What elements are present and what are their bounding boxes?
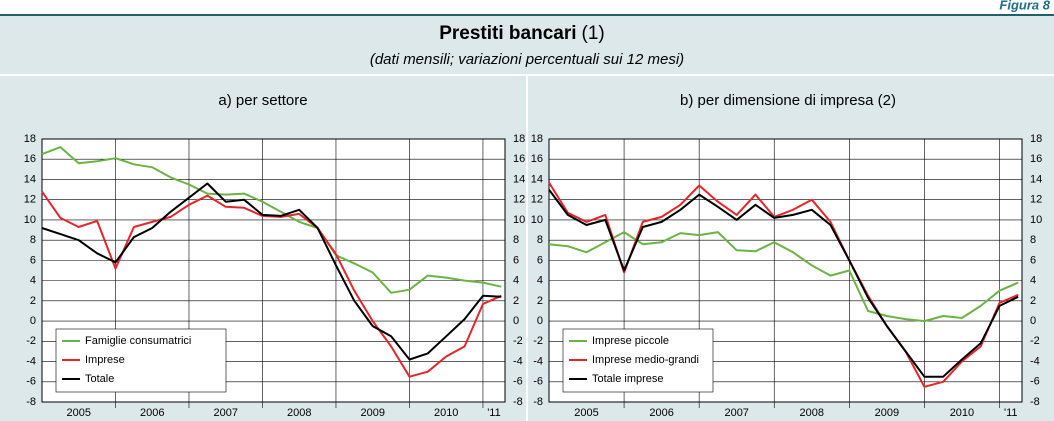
y-tick-label-right: -8 <box>1030 396 1040 408</box>
y-tick-label-right: 16 <box>1030 153 1042 165</box>
y-tick-label: -8 <box>533 396 543 408</box>
y-tick-label-right: 8 <box>1030 234 1036 246</box>
y-tick-label: 12 <box>24 194 36 206</box>
x-tick-label: 2005 <box>67 407 91 419</box>
y-tick-label: 4 <box>30 275 36 287</box>
y-tick-label-right: -4 <box>1030 355 1040 367</box>
legend-box <box>55 328 227 393</box>
y-tick-label: 6 <box>537 254 543 266</box>
x-tick-label: 2008 <box>287 407 311 419</box>
series-line <box>548 189 1019 378</box>
y-tick-label-right: 12 <box>1030 194 1042 206</box>
y-tick-label-right: 0 <box>513 315 519 327</box>
x-tick-label: 2010 <box>434 407 458 419</box>
y-tick-label-right: 14 <box>513 173 525 185</box>
x-tick-label: 2010 <box>950 407 974 419</box>
y-tick-label-right: 16 <box>513 153 525 165</box>
x-tick-label: 2009 <box>360 407 384 419</box>
y-tick-label-right: 18 <box>513 133 525 145</box>
legend-label: Totale imprese <box>592 373 664 385</box>
x-tick-label: '11 <box>487 407 501 419</box>
y-tick-label: 10 <box>531 214 543 226</box>
x-tick-label: 2006 <box>140 407 164 419</box>
y-tick-label: -4 <box>26 355 36 367</box>
y-tick-label: 12 <box>531 194 543 206</box>
y-tick-label-right: -4 <box>513 355 523 367</box>
y-tick-label-right: 10 <box>513 214 525 226</box>
y-tick-label: 14 <box>531 173 543 185</box>
y-tick-label: 18 <box>24 133 36 145</box>
y-tick-label: -8 <box>26 396 36 408</box>
title-note: (1) <box>582 23 605 44</box>
legend-label: Famiglie consumatrici <box>85 335 191 347</box>
series-line <box>41 182 502 361</box>
y-tick-label: 4 <box>537 275 543 287</box>
y-tick-label-right: 0 <box>1030 315 1036 327</box>
y-tick-label-right: 6 <box>513 254 519 266</box>
y-tick-label: -2 <box>533 335 543 347</box>
y-tick-label: 16 <box>24 153 36 165</box>
y-tick-label-right: 2 <box>513 295 519 307</box>
panel-title: b) per dimensione di impresa (2) <box>680 92 896 109</box>
y-tick-label: 10 <box>24 214 36 226</box>
y-tick-label: 18 <box>531 133 543 145</box>
legend-label: Imprese piccole <box>592 335 669 347</box>
y-tick-label-right: -6 <box>1030 376 1040 388</box>
y-tick-label-right: 18 <box>1030 133 1042 145</box>
y-tick-label: -2 <box>26 335 36 347</box>
y-tick-label: -4 <box>533 355 543 367</box>
legend-box <box>562 328 714 393</box>
y-tick-label-right: -2 <box>513 335 523 347</box>
y-tick-label-right: 10 <box>1030 214 1042 226</box>
x-tick-label: '11 <box>1004 407 1018 419</box>
series-line <box>548 231 1019 323</box>
figure-label: Figura 8 <box>999 0 1050 12</box>
y-tick-label: -6 <box>533 376 543 388</box>
x-tick-label: 2005 <box>574 407 598 419</box>
y-tick-label-right: -6 <box>513 376 523 388</box>
legend-label: Totale <box>85 373 114 385</box>
y-tick-label-right: 8 <box>513 234 519 246</box>
y-tick-label-right: 2 <box>1030 295 1036 307</box>
y-tick-label: 2 <box>537 295 543 307</box>
legend-label: Imprese medio-grandi <box>592 354 699 366</box>
y-tick-label: 8 <box>30 234 36 246</box>
x-tick-label: 2007 <box>213 407 237 419</box>
y-tick-label: 0 <box>30 315 36 327</box>
panel-title: a) per settore <box>218 92 307 109</box>
y-tick-label: 0 <box>537 315 543 327</box>
x-tick-label: 2009 <box>875 407 899 419</box>
x-tick-label: 2006 <box>649 407 673 419</box>
y-tick-label-right: 12 <box>513 194 525 206</box>
y-tick-label: -6 <box>26 376 36 388</box>
figure-title: Prestiti bancari (1) <box>439 23 605 44</box>
series-line <box>41 146 502 294</box>
y-tick-label: 8 <box>537 234 543 246</box>
y-tick-label-right: -2 <box>1030 335 1040 347</box>
y-tick-label: 6 <box>30 254 36 266</box>
y-tick-label-right: 4 <box>1030 275 1036 287</box>
y-tick-label: 16 <box>531 153 543 165</box>
y-tick-label-right: -8 <box>513 396 523 408</box>
y-tick-label: 14 <box>24 173 36 185</box>
figure-subtitle: (dati mensili; variazioni percentuali su… <box>370 51 684 68</box>
x-tick-label: 2007 <box>724 407 748 419</box>
y-tick-label-right: 14 <box>1030 173 1042 185</box>
y-tick-label-right: 6 <box>1030 254 1036 266</box>
legend-label: Imprese <box>85 354 125 366</box>
y-tick-label: 2 <box>30 295 36 307</box>
title-main: Prestiti bancari <box>439 23 576 44</box>
x-tick-label: 2008 <box>800 407 824 419</box>
y-tick-label-right: 4 <box>513 275 519 287</box>
